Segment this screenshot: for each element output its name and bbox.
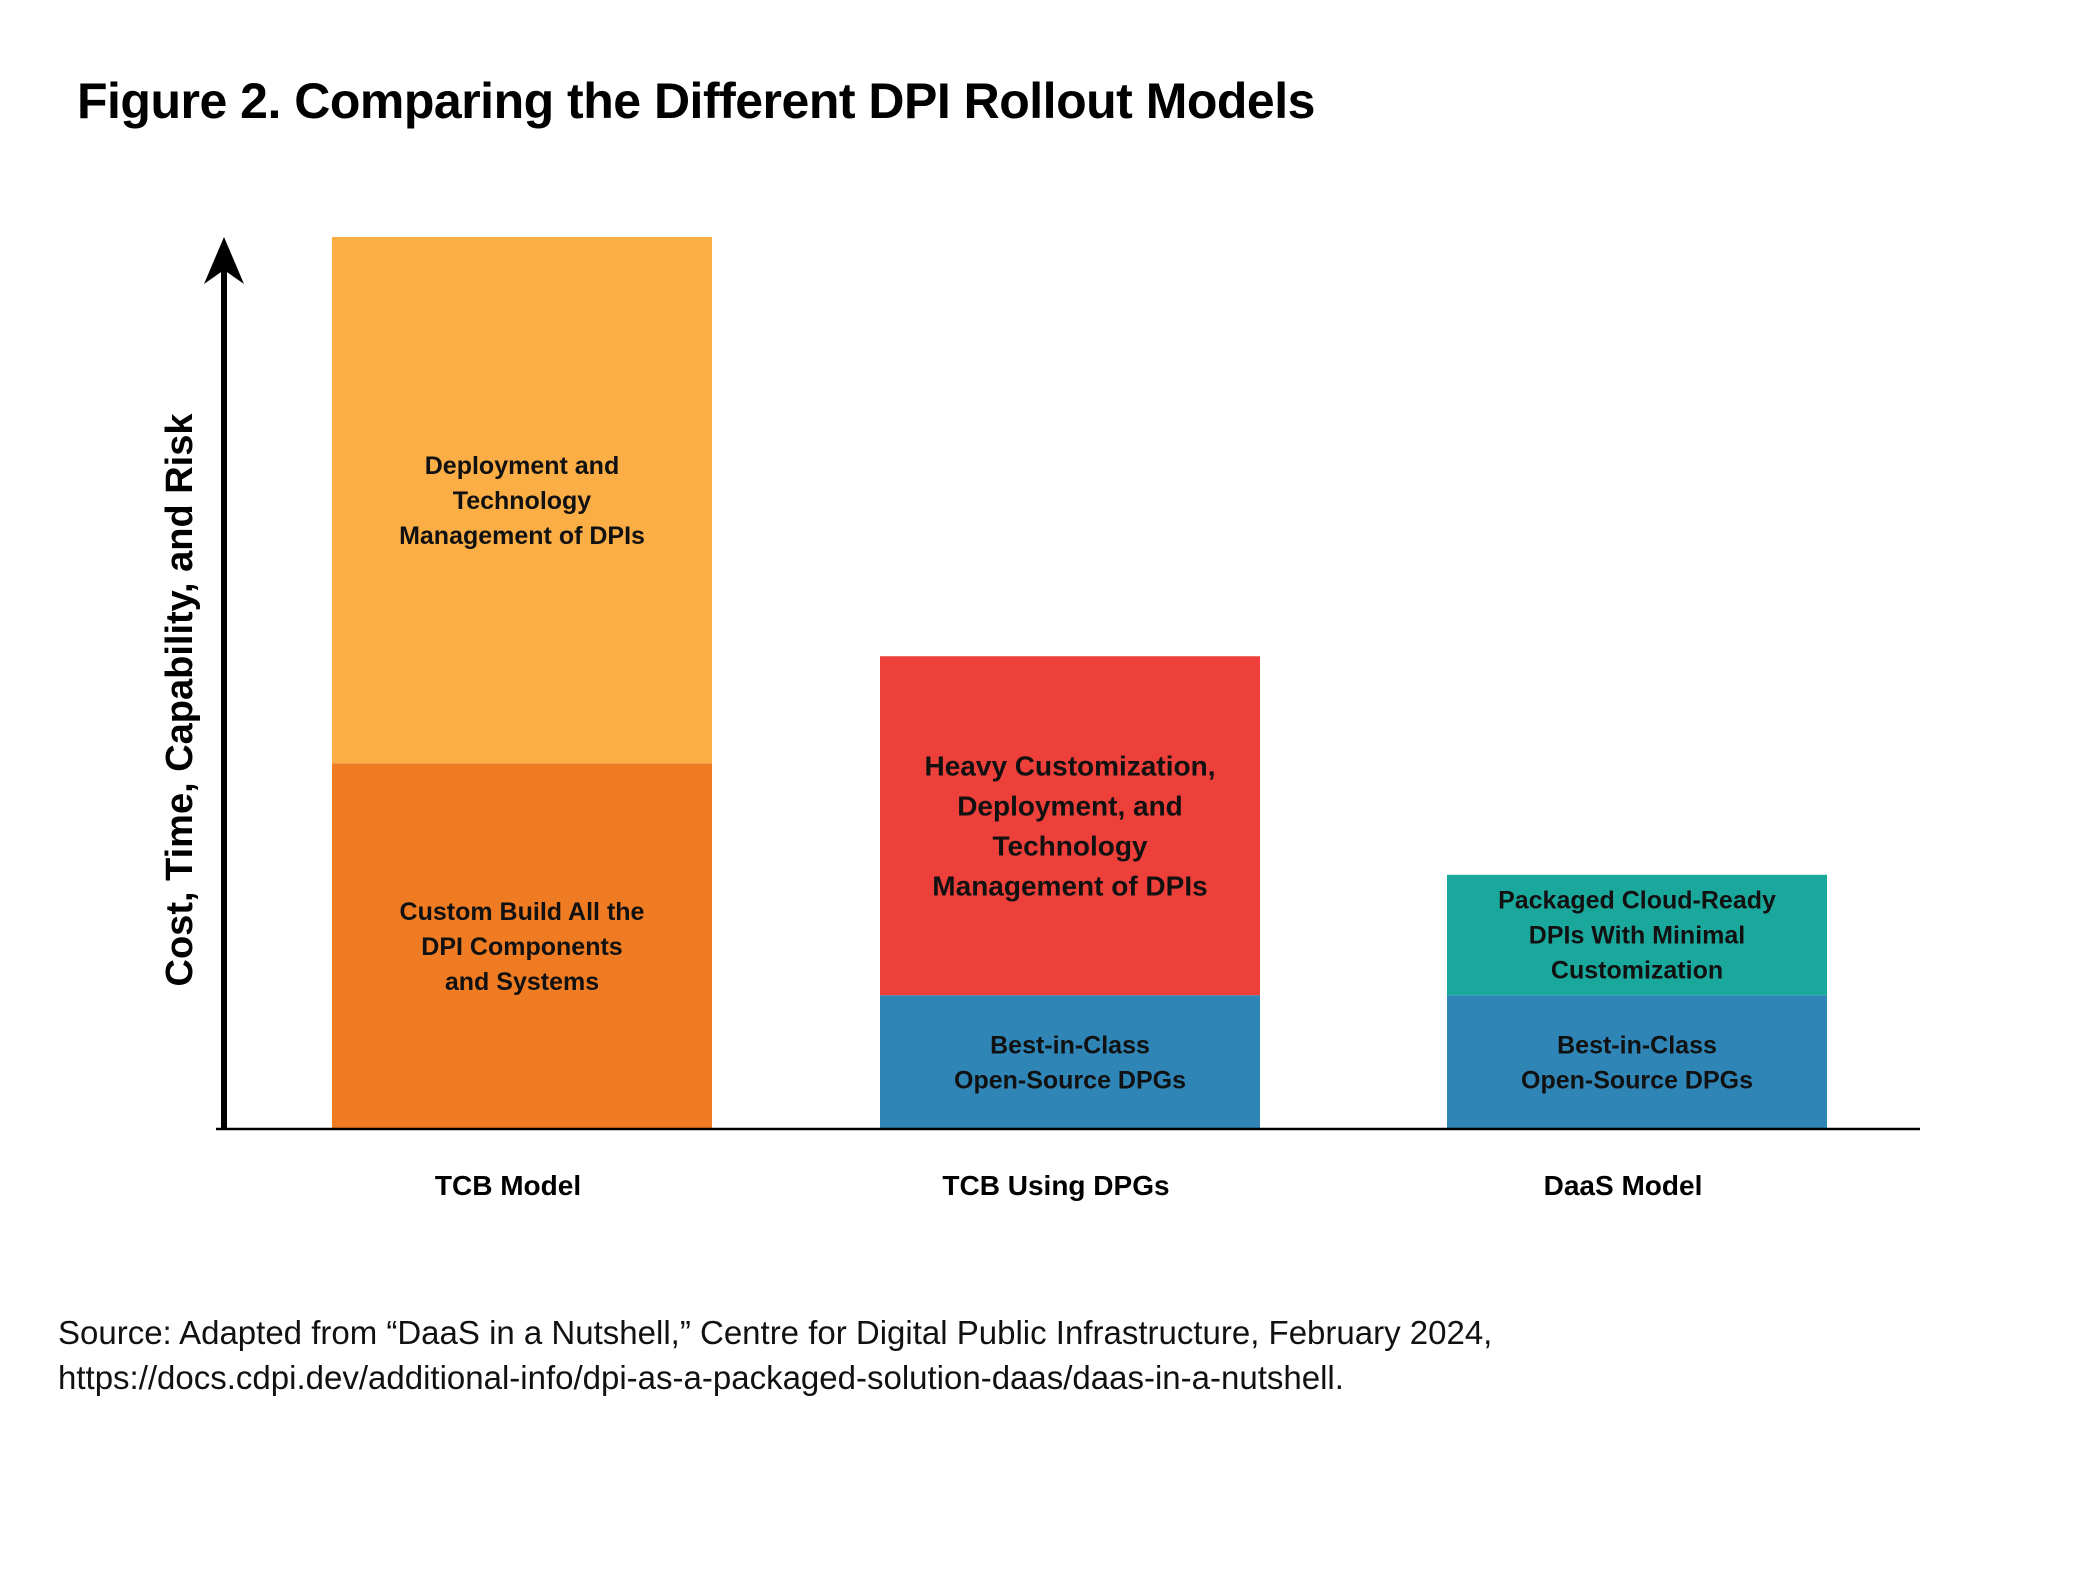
source-note: Source: Adapted from “DaaS in a Nutshell… — [58, 1310, 1492, 1400]
bar-segment-label: Best-in-Class Open-Source DPGs — [954, 1031, 1186, 1094]
source-line-2: https://docs.cdpi.dev/additional-info/dp… — [58, 1359, 1344, 1396]
bars-layer — [332, 237, 1827, 1129]
figure-title: Figure 2. Comparing the Different DPI Ro… — [77, 73, 1315, 129]
source-line-1: Source: Adapted from “DaaS in a Nutshell… — [58, 1314, 1493, 1351]
x-tick-label: DaaS Model — [1544, 1170, 1703, 1201]
x-tick-labels: TCB Model TCB Using DPGs DaaS Model — [435, 1170, 1702, 1201]
bar-segment — [332, 237, 712, 764]
bar-segment-label: Custom Build All the DPI Components and Sy… — [400, 898, 645, 996]
bar-segment — [1447, 874, 1827, 996]
y-axis-arrow-icon — [204, 237, 244, 284]
segment-labels-layer: Custom Build All the DPI Components and Sy… — [399, 452, 1776, 1094]
bar-segment-label: Packaged Cloud-Ready DPIs With Minimal Cus… — [1498, 887, 1776, 985]
bar-segment — [880, 656, 1260, 996]
x-tick-label: TCB Model — [435, 1170, 581, 1201]
bar-segment — [1447, 995, 1827, 1129]
x-tick-label: TCB Using DPGs — [942, 1170, 1169, 1201]
bar-segment — [880, 995, 1260, 1129]
bar-segment-label: Best-in-Class Open-Source DPGs — [1521, 1031, 1753, 1094]
bar-segment — [332, 763, 712, 1129]
bar-segment-label: Heavy Customization, Deployment, and Techn… — [925, 751, 1216, 902]
y-axis-label: Cost, Time, Capability, and Risk — [159, 413, 201, 987]
bar-segment-label: Deployment and Technology Management of DP… — [399, 452, 645, 550]
